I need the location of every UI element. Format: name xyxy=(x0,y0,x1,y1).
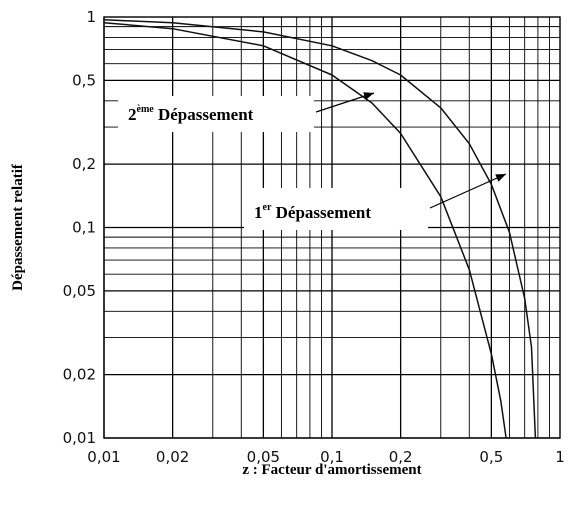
annotation-arrowhead xyxy=(363,92,374,100)
x-tick-label: 0,05 xyxy=(247,448,280,466)
y-tick-label: 0,1 xyxy=(72,219,96,237)
annotations-layer: 2ème Dépassement 1er Dépassement xyxy=(118,92,507,230)
annotation-arrowhead xyxy=(495,174,506,182)
x-axis-label: z : Facteur d'amortissement xyxy=(242,462,421,478)
x-tick-label: 0,01 xyxy=(87,448,120,466)
y-tick-label: 0,05 xyxy=(63,282,96,300)
y-tick-label: 0,02 xyxy=(63,366,96,384)
annotation-arrow-line xyxy=(315,92,375,113)
series-2-annotation: 2ème Dépassement xyxy=(128,104,254,124)
series-1-annotation: 1er Dépassement xyxy=(254,202,371,222)
annotation-box xyxy=(244,188,428,230)
x-tick-label: 0,1 xyxy=(320,448,344,466)
y-tick-label: 0,2 xyxy=(72,155,96,173)
x-tick-label: 0,5 xyxy=(479,448,503,466)
y-tick-label: 0,01 xyxy=(63,429,96,447)
series-1-line xyxy=(103,19,537,439)
y-tick-label: 0,5 xyxy=(72,71,96,89)
series-layer xyxy=(103,19,537,439)
x-tick-label: 1 xyxy=(555,448,565,466)
y-tick-label: 1 xyxy=(86,8,96,26)
series-2-line xyxy=(103,21,507,439)
y-tick-labels: 0,01 0,02 0,05 0,1 0,2 0,5 1 xyxy=(63,8,96,447)
y-axis-label: Dépassement relatif xyxy=(10,163,26,291)
x-tick-labels: 0,01 0,02 0,05 0,1 0,2 0,5 1 xyxy=(87,448,564,466)
x-tick-label: 0,02 xyxy=(156,448,189,466)
annotation-arrow-line xyxy=(429,173,507,209)
annotation-box xyxy=(118,96,314,132)
x-tick-label: 0,2 xyxy=(389,448,413,466)
